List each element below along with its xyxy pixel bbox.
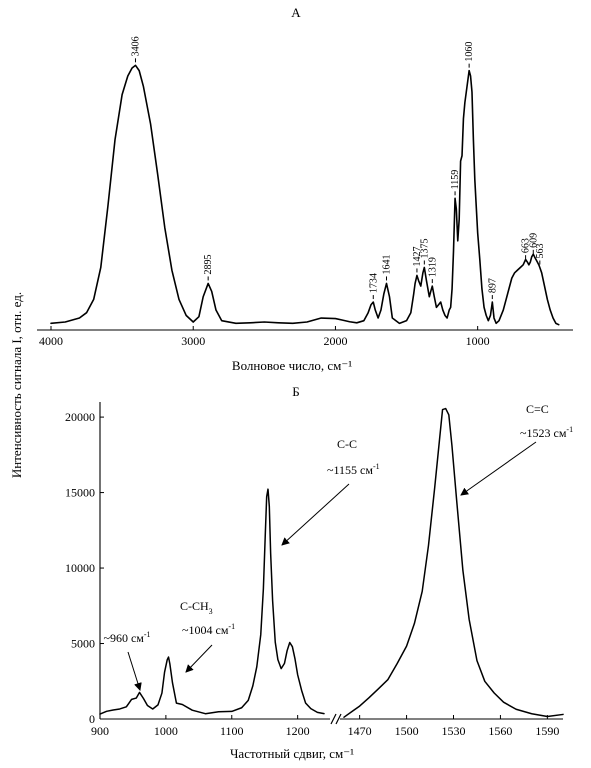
panel-b-annotation-wavenumber-exponent: -1 bbox=[566, 425, 573, 434]
panel-b-x-tick-label: 1590 bbox=[535, 724, 559, 738]
panel-b-raman-spectrum: Б 0 5000 10000 15000 20000 900 1000 1100 1200 1470… bbox=[65, 384, 573, 761]
panel-a-spectrum-line bbox=[50, 64, 560, 326]
panel-a-x-tick-label: 4000 bbox=[39, 334, 63, 348]
panel-b-annotation-arrow bbox=[185, 644, 213, 673]
panel-a-x-tick-label: 1000 bbox=[466, 334, 490, 348]
panel-b-x-tick-label: 900 bbox=[91, 724, 109, 738]
panel-a-peak-label: 1375 bbox=[419, 238, 430, 258]
panel-a-x-axis-title: Волновое число, см⁻¹ bbox=[232, 358, 352, 373]
panel-a-peak-label: 3406 bbox=[130, 36, 141, 56]
panel-b-spectrum-segment bbox=[343, 407, 564, 718]
panel-b-annotation-label: C-CH3 bbox=[180, 599, 213, 616]
panel-a-peak-label: 1159 bbox=[450, 170, 461, 190]
panel-a-peak-label: 2895 bbox=[203, 254, 214, 274]
panel-b-y-tick-label: 10000 bbox=[65, 561, 95, 575]
panel-a-peak-label: 897 bbox=[487, 278, 498, 293]
panel-b-axis-break-mark bbox=[330, 713, 337, 725]
panel-a-x-tick-label: 3000 bbox=[181, 334, 205, 348]
panel-b-x-tick-label: 1470 bbox=[348, 724, 372, 738]
panel-b-x-tick-label: 1560 bbox=[488, 724, 512, 738]
panel-b-annotation-arrow bbox=[281, 483, 350, 546]
panel-b-y-tick-label: 5000 bbox=[71, 637, 95, 651]
panel-b-annotation-wavenumber-exponent: -1 bbox=[373, 462, 380, 471]
panel-a-x-tick-label: 2000 bbox=[323, 334, 347, 348]
panel-b-y-tick-label: 15000 bbox=[65, 486, 95, 500]
panel-b-annotation-label: ~960 см-1 bbox=[103, 630, 150, 645]
panel-b-annotation-label-exponent: -1 bbox=[144, 630, 151, 639]
panel-b-annotation-arrow bbox=[460, 441, 537, 496]
panel-a-title: А bbox=[291, 5, 301, 20]
panel-a-peak-label: 1060 bbox=[464, 42, 475, 62]
panel-a-peak-label: 1427 bbox=[412, 246, 423, 266]
panel-b-annotation-wavenumber-main: ~1155 см bbox=[327, 463, 373, 477]
panel-b-annotation-wavenumber: ~1523 см-1 bbox=[520, 425, 573, 440]
panel-a-peak-label: 609 bbox=[528, 233, 539, 248]
panel-a-peak-label: 1641 bbox=[382, 254, 393, 274]
panel-b-axis-break-mark bbox=[335, 713, 342, 725]
panel-b-annotation-wavenumber: ~1155 см-1 bbox=[327, 462, 380, 477]
panel-b-annotation-label: C=C bbox=[526, 402, 549, 416]
panel-b-x-axis-title: Частотный сдвиг, см⁻¹ bbox=[230, 746, 354, 761]
panel-a-peak-label: 1734 bbox=[368, 273, 379, 293]
panel-a-peak-label: 1319 bbox=[427, 257, 438, 277]
y-axis-shared-label: Интенсивность сигнала I, отн. ед. bbox=[9, 292, 24, 478]
panel-b-annotation-wavenumber-exponent: -1 bbox=[228, 622, 235, 631]
panel-b-annotation-wavenumber-main: ~1523 см bbox=[520, 426, 567, 440]
panel-a-peak-label: 663 bbox=[521, 238, 532, 253]
panel-a-ir-spectrum: А 4000 3000 2000 1000 Волновое число, см⁻¹ 340… bbox=[37, 5, 573, 373]
panel-b-title: Б bbox=[292, 384, 299, 399]
panel-b-annotation-label-main: ~960 см bbox=[103, 631, 144, 645]
panel-b-annotation-arrow bbox=[127, 651, 142, 691]
panel-b-x-tick-label: 1200 bbox=[286, 724, 310, 738]
panel-b-annotation-wavenumber: ~1004 см-1 bbox=[182, 622, 235, 637]
panel-b-annotation-label-subscript: 3 bbox=[209, 607, 213, 616]
panel-b-y-tick-label: 20000 bbox=[65, 410, 95, 424]
panel-b-annotation-label-main: C-CH bbox=[180, 599, 209, 613]
panel-b-annotation-label: C-C bbox=[337, 437, 357, 451]
panel-b-x-tick-label: 1000 bbox=[154, 724, 178, 738]
panel-b-spectrum-segment bbox=[99, 488, 325, 715]
panel-b-y-tick-label: 0 bbox=[89, 712, 95, 726]
panel-b-x-tick-label: 1530 bbox=[442, 724, 466, 738]
panel-b-x-tick-label: 1100 bbox=[220, 724, 244, 738]
panel-b-x-tick-label: 1500 bbox=[395, 724, 419, 738]
panel-a-peak-label: 563 bbox=[535, 243, 546, 258]
panel-b-annotation-wavenumber-main: ~1004 см bbox=[182, 623, 229, 637]
